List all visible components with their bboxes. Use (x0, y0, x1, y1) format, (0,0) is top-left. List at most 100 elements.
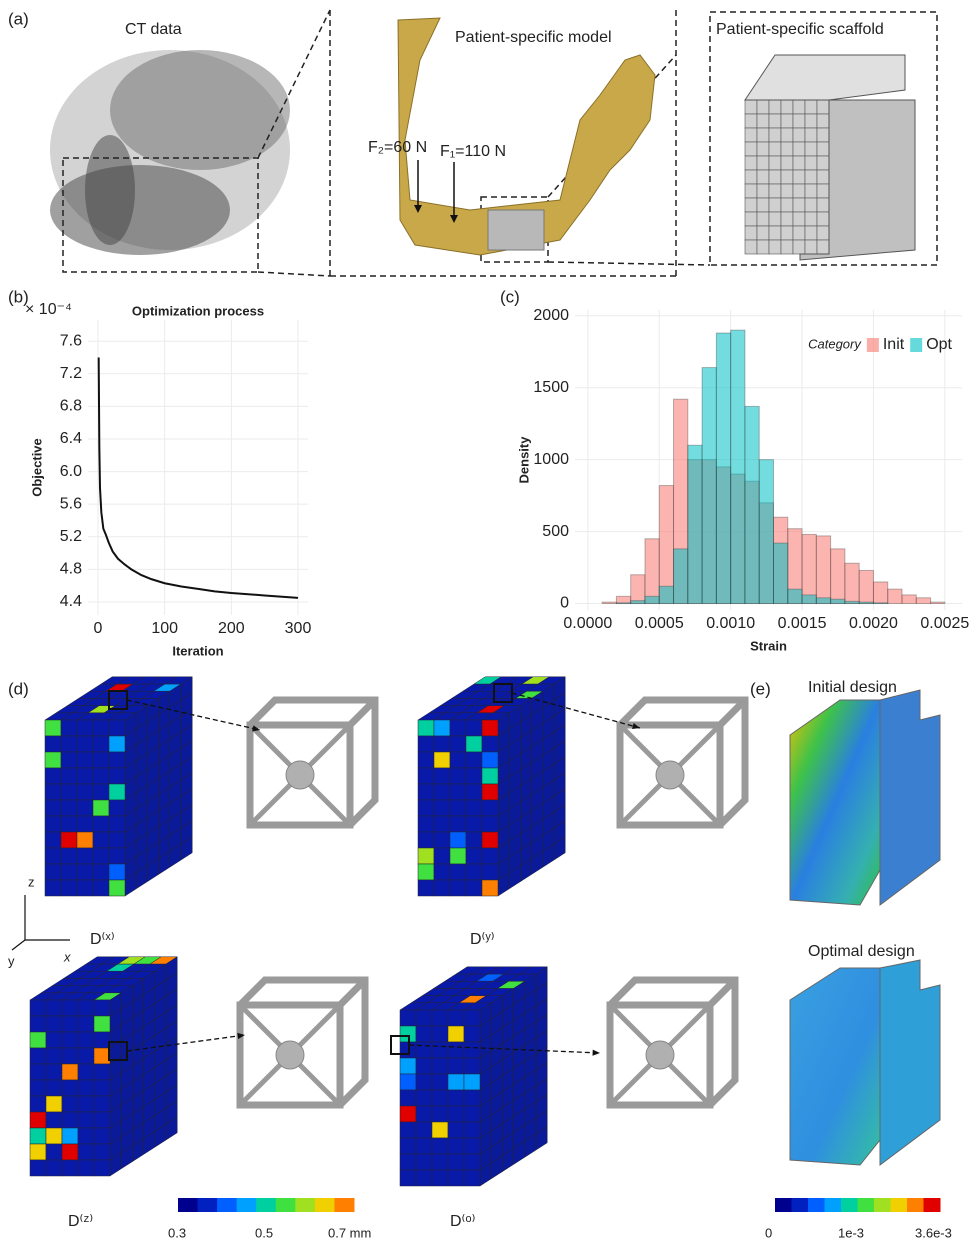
voxel-front (418, 816, 434, 832)
voxel-front (93, 752, 109, 768)
panel-label: (d) (8, 679, 29, 698)
voxel-front (400, 1138, 416, 1154)
colorbar-step (907, 1198, 924, 1212)
mesh-cell (817, 170, 829, 184)
histogram-bar (916, 598, 930, 604)
mesh-cell (769, 142, 781, 156)
voxel-front (416, 1138, 432, 1154)
mesh-top (745, 55, 905, 100)
colorbar-step (276, 1198, 296, 1212)
mesh-cell (781, 198, 793, 212)
voxel-front (109, 784, 125, 800)
lattice-cell (250, 700, 375, 825)
voxel-front (45, 880, 61, 896)
voxel-front (46, 1160, 62, 1176)
voxel-front (77, 880, 93, 896)
voxel-front (45, 848, 61, 864)
mesh-cell (757, 142, 769, 156)
voxel-front (62, 1048, 78, 1064)
histogram-bar (816, 598, 830, 604)
voxel-front (448, 1042, 464, 1058)
voxel-front (466, 752, 482, 768)
voxel-front (466, 880, 482, 896)
axis-triad (12, 895, 70, 950)
voxel-front (94, 1080, 110, 1096)
voxel-front (109, 800, 125, 816)
mesh-cell (817, 100, 829, 114)
voxel-front (434, 800, 450, 816)
voxel-front (61, 736, 77, 752)
voxel-front (434, 832, 450, 848)
voxel-front (94, 1000, 110, 1016)
mesh-cell (793, 226, 805, 240)
histogram-bar (631, 575, 645, 604)
voxel-front (62, 1064, 78, 1080)
colorbar-step (256, 1198, 276, 1212)
mesh-cell (817, 142, 829, 156)
ct-title: CT data (125, 21, 182, 38)
mesh-cell (745, 170, 757, 184)
voxel-front (109, 848, 125, 864)
voxel-front (77, 832, 93, 848)
histogram-bar (888, 589, 902, 603)
panel-label: (a) (8, 9, 29, 28)
voxel-front (94, 1112, 110, 1128)
voxel-front (418, 832, 434, 848)
histogram-bar (831, 599, 845, 603)
mesh-cell (757, 114, 769, 128)
chart-title: Optimization process (132, 303, 264, 318)
y-scale-label: × 10⁻⁴ (25, 301, 72, 318)
voxel-front (61, 880, 77, 896)
colorbar-label: 0.5 (255, 1225, 273, 1240)
design-label: D⁽ʸ⁾ (470, 931, 495, 948)
voxel-front (416, 1154, 432, 1170)
lattice-cell (610, 980, 735, 1105)
voxel-front (61, 768, 77, 784)
voxel-front (109, 832, 125, 848)
voxel-front (432, 1026, 448, 1042)
voxel-block (30, 957, 177, 1176)
voxel-front (61, 720, 77, 736)
voxel-front (448, 1170, 464, 1186)
mesh-cell (769, 114, 781, 128)
voxel-front (46, 1096, 62, 1112)
colorbar-step (808, 1198, 825, 1212)
voxel-front (482, 768, 498, 784)
voxel-front (432, 1074, 448, 1090)
colorbar-step (315, 1198, 335, 1212)
colorbar-step (775, 1198, 792, 1212)
voxel-front (464, 1042, 480, 1058)
voxel-front (45, 864, 61, 880)
voxel-front (30, 1112, 46, 1128)
mesh-cell (745, 240, 757, 254)
colorbar-step (841, 1198, 858, 1212)
voxel-front (416, 1090, 432, 1106)
voxel-front (450, 832, 466, 848)
voxel-front (78, 1112, 94, 1128)
voxel-front (94, 1144, 110, 1160)
x-tick-label: 0 (94, 620, 103, 637)
voxel-front (416, 1074, 432, 1090)
voxel-front (62, 1144, 78, 1160)
voxel-front (464, 1154, 480, 1170)
colorbar-label: 0.3 (168, 1225, 186, 1240)
mesh-cell (817, 226, 829, 240)
voxel-front (45, 768, 61, 784)
force-label: F₂=60 N (368, 139, 427, 156)
voxel-front (418, 752, 434, 768)
histogram-bar (745, 406, 759, 603)
colorbar-step (858, 1198, 875, 1212)
voxel-front (78, 1080, 94, 1096)
histogram-bar (845, 563, 859, 603)
colorbar-step (792, 1198, 809, 1212)
voxel-front (400, 1106, 416, 1122)
voxel-front (418, 800, 434, 816)
voxel-front (93, 848, 109, 864)
lattice-cell (240, 980, 365, 1105)
voxel-front (94, 1096, 110, 1112)
voxel-front (78, 1160, 94, 1176)
lattice-node (656, 761, 684, 789)
y-tick-label: 5.6 (60, 495, 82, 512)
voxel-front (94, 1128, 110, 1144)
mesh-cell (781, 184, 793, 198)
